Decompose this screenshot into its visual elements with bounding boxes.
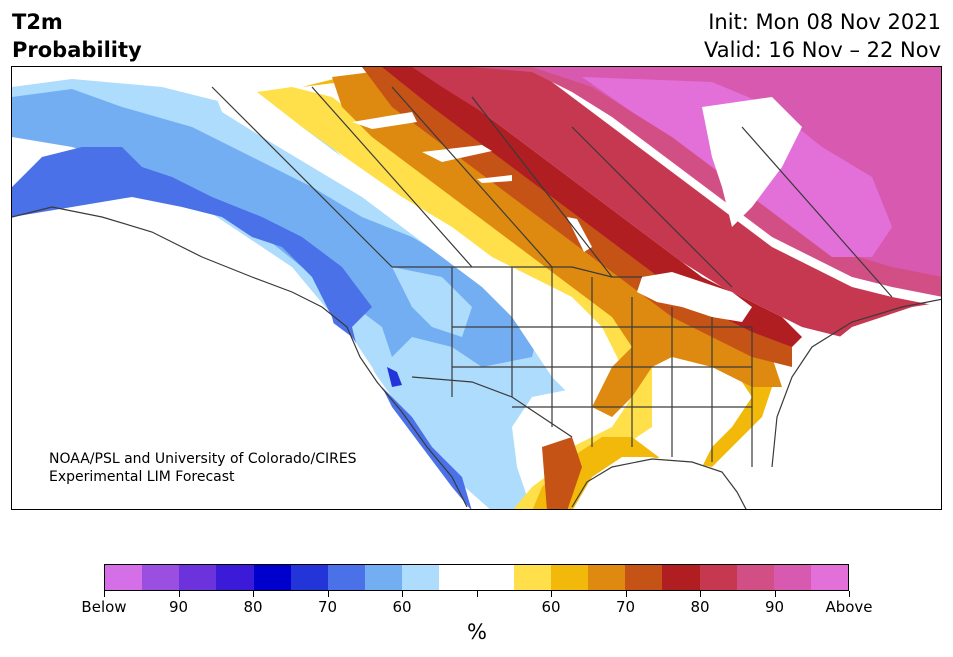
colorbar-tick (327, 591, 329, 597)
colorbar-segment (439, 565, 477, 590)
colorbar-segment (402, 565, 440, 590)
region-red (382, 67, 802, 347)
colorbar-segment (736, 565, 774, 590)
probability-map (11, 66, 942, 510)
province-lines (211, 86, 893, 298)
pacific-coastline (12, 206, 468, 508)
pacific-ocean (12, 217, 471, 509)
great-bear-lake (422, 145, 492, 162)
colorbar (104, 564, 849, 591)
colorbar-tick-label: Below (81, 598, 127, 616)
region-yellow (257, 87, 652, 509)
region-rust-2 (542, 437, 582, 509)
colorbar-tick (253, 591, 254, 597)
colorbar-segment (290, 565, 328, 590)
canada-us-border (392, 266, 642, 278)
colorbar-tick-label: 60 (392, 598, 412, 616)
region-blue-light (12, 79, 597, 509)
colorbar-segment (773, 565, 811, 590)
colorbar-segment (327, 565, 366, 590)
colorbar-tick (700, 591, 701, 597)
valid-dates: Valid: 16 Nov – 22 Nov (704, 38, 941, 62)
colorbar-segment (105, 565, 143, 590)
colorbar-segment (699, 565, 737, 590)
forecast-dates: Init: Mon 08 Nov 2021 Valid: 16 Nov – 22… (704, 8, 941, 64)
colorbar-segment (550, 565, 589, 590)
colorbar-tick (402, 591, 403, 597)
colorbar-segment (142, 565, 180, 590)
map-title: T2m Probability (12, 8, 142, 64)
colorbar-segment (662, 565, 700, 590)
credit-line-1: NOAA/PSL and University of Colorado/CIRE… (49, 451, 357, 467)
colorbar-segment (216, 565, 254, 590)
colorbar-segment (476, 565, 514, 590)
colorbar-tick (104, 591, 105, 597)
title-line-2: Probability (12, 38, 142, 62)
colorbar-tick-label: 70 (317, 598, 338, 616)
lake-athabasca (477, 175, 512, 183)
title-line-1: T2m (12, 10, 63, 34)
colorbar-segment (513, 565, 551, 590)
colorbar-segment (588, 565, 626, 590)
map-canvas (12, 67, 941, 509)
colorbar-tick-label: 70 (615, 598, 636, 616)
colorbar-tick (476, 591, 478, 597)
colorbar-segment (365, 565, 403, 590)
colorbar-tick-label: 90 (764, 598, 785, 616)
gulf-coastline (571, 458, 747, 509)
init-date: Init: Mon 08 Nov 2021 (708, 10, 941, 34)
colorbar-tick (178, 591, 180, 597)
atlantic-coastline (771, 298, 941, 468)
great-slave-lake (352, 112, 417, 129)
colorbar-tick-label: 80 (243, 598, 263, 616)
credit-line-2: Experimental LIM Forecast (49, 469, 235, 485)
hudson-bay (702, 97, 802, 227)
colorbar-tick (849, 591, 850, 597)
colorbar-tick (774, 591, 776, 597)
colorbar-segment (810, 565, 849, 590)
great-lakes (637, 272, 752, 322)
gulf-of-mexico (573, 457, 751, 509)
credit-text: NOAA/PSL and University of Colorado/CIRE… (49, 450, 357, 486)
region-blue-deep (387, 367, 402, 387)
colorbar-tick (551, 591, 552, 597)
colorbar-tick (625, 591, 627, 597)
colorbar-segment (179, 565, 217, 590)
region-crimson (412, 67, 941, 347)
colorbar-tick-label: 90 (168, 598, 189, 616)
state-lines (451, 267, 753, 467)
colorbar-segment (253, 565, 291, 590)
colorbar-tick-label: 60 (541, 598, 561, 616)
colorbar-unit: % (467, 620, 487, 644)
atlantic-ocean (772, 302, 941, 509)
colorbar-tick-label: 80 (690, 598, 710, 616)
region-neutral (212, 87, 612, 397)
colorbar-tick-label: Above (825, 598, 873, 616)
colorbar-segment (625, 565, 663, 590)
